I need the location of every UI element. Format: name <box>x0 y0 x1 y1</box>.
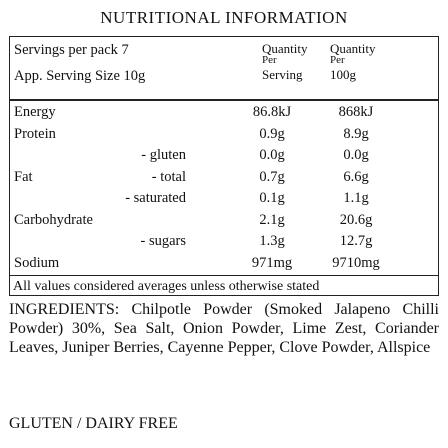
row-sub: - saturated <box>125 190 186 206</box>
column-header: Per <box>330 54 345 66</box>
row-name: Sodium <box>14 254 60 271</box>
column-header: Quantity <box>330 41 376 56</box>
separator <box>9 99 439 101</box>
value-100g: 8.9g <box>343 125 369 142</box>
value-100g: 20.6g <box>339 211 373 228</box>
value-serving: 0.7g <box>259 168 285 185</box>
title: NUTRITIONAL INFORMATION <box>100 8 348 27</box>
value-100g: 9710mg <box>332 254 380 271</box>
value-100g: 1.1g <box>343 190 369 206</box>
column-header: Serving <box>262 67 303 82</box>
serving-size: App. Serving Size 10g <box>14 68 146 84</box>
separator <box>9 275 439 276</box>
value-100g: 12.7g <box>339 233 373 249</box>
ingredients: INGREDIENTS: Chilpotle Powder (Smoked Ja… <box>9 301 439 356</box>
column-header: Per <box>262 54 277 66</box>
value-serving: 2.1g <box>259 211 285 228</box>
row-sub: - sugars <box>140 233 186 249</box>
value-100g: 868kJ <box>338 104 374 120</box>
allergen: GLUTEN / DAIRY FREE <box>9 415 178 432</box>
row-name: Energy <box>14 104 56 120</box>
value-serving: 0.1g <box>259 190 285 206</box>
value-100g: 6.6g <box>343 168 369 185</box>
value-serving: 86.8kJ <box>252 104 292 120</box>
column-header: Quantity <box>262 41 308 56</box>
footnote: All values considered averages unless ot… <box>13 279 320 294</box>
value-serving: 0.9g <box>259 125 285 142</box>
row-name: Protein <box>14 125 56 142</box>
value-100g: 0.0g <box>343 147 369 163</box>
row-name: Carbohydrate <box>14 211 93 228</box>
row-sub: - gluten <box>141 147 186 163</box>
table-box <box>9 36 439 296</box>
value-serving: 0.0g <box>259 147 285 163</box>
value-serving: 971mg <box>251 254 293 271</box>
row-sub: - total <box>151 168 186 185</box>
servings: Servings per pack 7 <box>14 42 129 58</box>
row-name: Fat <box>14 168 33 185</box>
value-serving: 1.3g <box>259 233 285 249</box>
column-header: 100g <box>330 67 356 82</box>
